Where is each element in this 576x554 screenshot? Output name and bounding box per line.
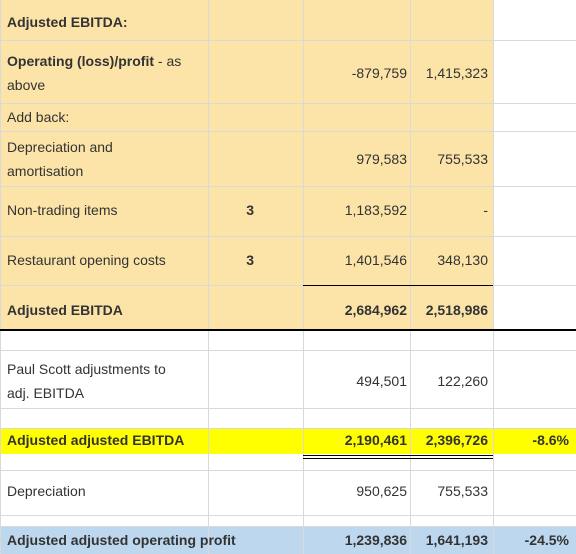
row-label-paul-scott-1: Paul Scott adjustments to	[7, 361, 166, 377]
gridline	[410, 0, 411, 554]
row-label-operating-line2: above	[7, 77, 46, 93]
gridline	[208, 0, 209, 554]
gridline	[0, 236, 576, 237]
double-underline-1	[303, 455, 493, 456]
row-label-operating: Operating (loss)/profit - as	[7, 49, 181, 73]
value-paul-scott-col-b: 122,260	[437, 373, 488, 389]
value-paul-scott-col-a: 494,501	[356, 373, 407, 389]
highlight-yellow	[0, 428, 576, 454]
section-header-adjusted-ebitda: Adjusted EBITDA:	[7, 14, 128, 30]
row-label-restaurant: Restaurant opening costs	[7, 252, 166, 268]
row-label-paul-scott-2: adj. EBITDA	[7, 385, 85, 401]
note-non-trading: 3	[246, 202, 254, 218]
row-label-adj-adj-ebitda: Adjusted adjusted EBITDA	[7, 432, 185, 448]
highlight-blue	[0, 526, 576, 554]
value-dep-amort-col-a: 979,583	[356, 151, 407, 167]
row-label-add-back: Add back:	[7, 109, 70, 125]
value-depreciation-col-a: 950,625	[356, 483, 407, 499]
row-label-adjusted-ebitda: Adjusted EBITDA	[7, 302, 123, 318]
value-non-trading-col-b: -	[483, 202, 488, 218]
row-label-dep-amort-2: amortisation	[7, 163, 84, 179]
double-underline-2	[303, 458, 493, 459]
row-label-non-trading: Non-trading items	[7, 202, 118, 218]
gridline	[0, 515, 576, 516]
gridline	[0, 103, 576, 104]
gridline	[0, 350, 576, 351]
value-restaurant-col-b: 348,130	[437, 252, 488, 268]
gridline	[0, 285, 576, 286]
value-operating-col-b: 1,415,323	[425, 65, 488, 81]
value-operating-col-a: -879,759	[351, 65, 407, 81]
total-border-top	[303, 285, 493, 286]
row-label-operating-bold: Operating (loss)/profit	[7, 53, 154, 69]
gridline	[0, 186, 576, 187]
gridline	[0, 40, 576, 41]
row-label-adj-adj-op-profit: Adjusted adjusted operating profit	[7, 532, 236, 548]
row-label-operating-rest: - as	[154, 53, 182, 69]
gridline	[0, 428, 576, 429]
value-adj-adj-ebitda-col-a: 2,190,461	[344, 432, 407, 448]
note-restaurant: 3	[246, 252, 254, 268]
gridline	[0, 0, 1, 554]
gridline	[0, 131, 576, 132]
value-adj-adj-op-profit-col-b: 1,641,193	[425, 532, 488, 548]
value-adjusted-ebitda-col-a: 2,684,962	[344, 302, 407, 318]
row-label-dep-amort-1: Depreciation and	[7, 139, 113, 155]
value-depreciation-col-b: 755,533	[437, 483, 488, 499]
row-label-depreciation: Depreciation	[7, 483, 86, 499]
gridline	[0, 526, 576, 527]
pct-adj-adj-op-profit: -24.5%	[524, 532, 569, 548]
adjusted-ebitda-bottom-border	[0, 329, 576, 331]
value-restaurant-col-a: 1,401,546	[344, 252, 407, 268]
value-adjusted-ebitda-col-b: 2,518,986	[425, 302, 488, 318]
value-dep-amort-col-b: 755,533	[437, 151, 488, 167]
value-adj-adj-ebitda-col-b: 2,396,726	[425, 432, 488, 448]
value-adj-adj-op-profit-col-a: 1,239,836	[344, 532, 407, 548]
gridline	[493, 0, 494, 554]
gridline	[303, 0, 304, 554]
pct-adj-adj-ebitda: -8.6%	[532, 432, 569, 448]
value-non-trading-col-a: 1,183,592	[344, 202, 407, 218]
gridline	[0, 470, 576, 471]
gridline	[0, 408, 576, 409]
